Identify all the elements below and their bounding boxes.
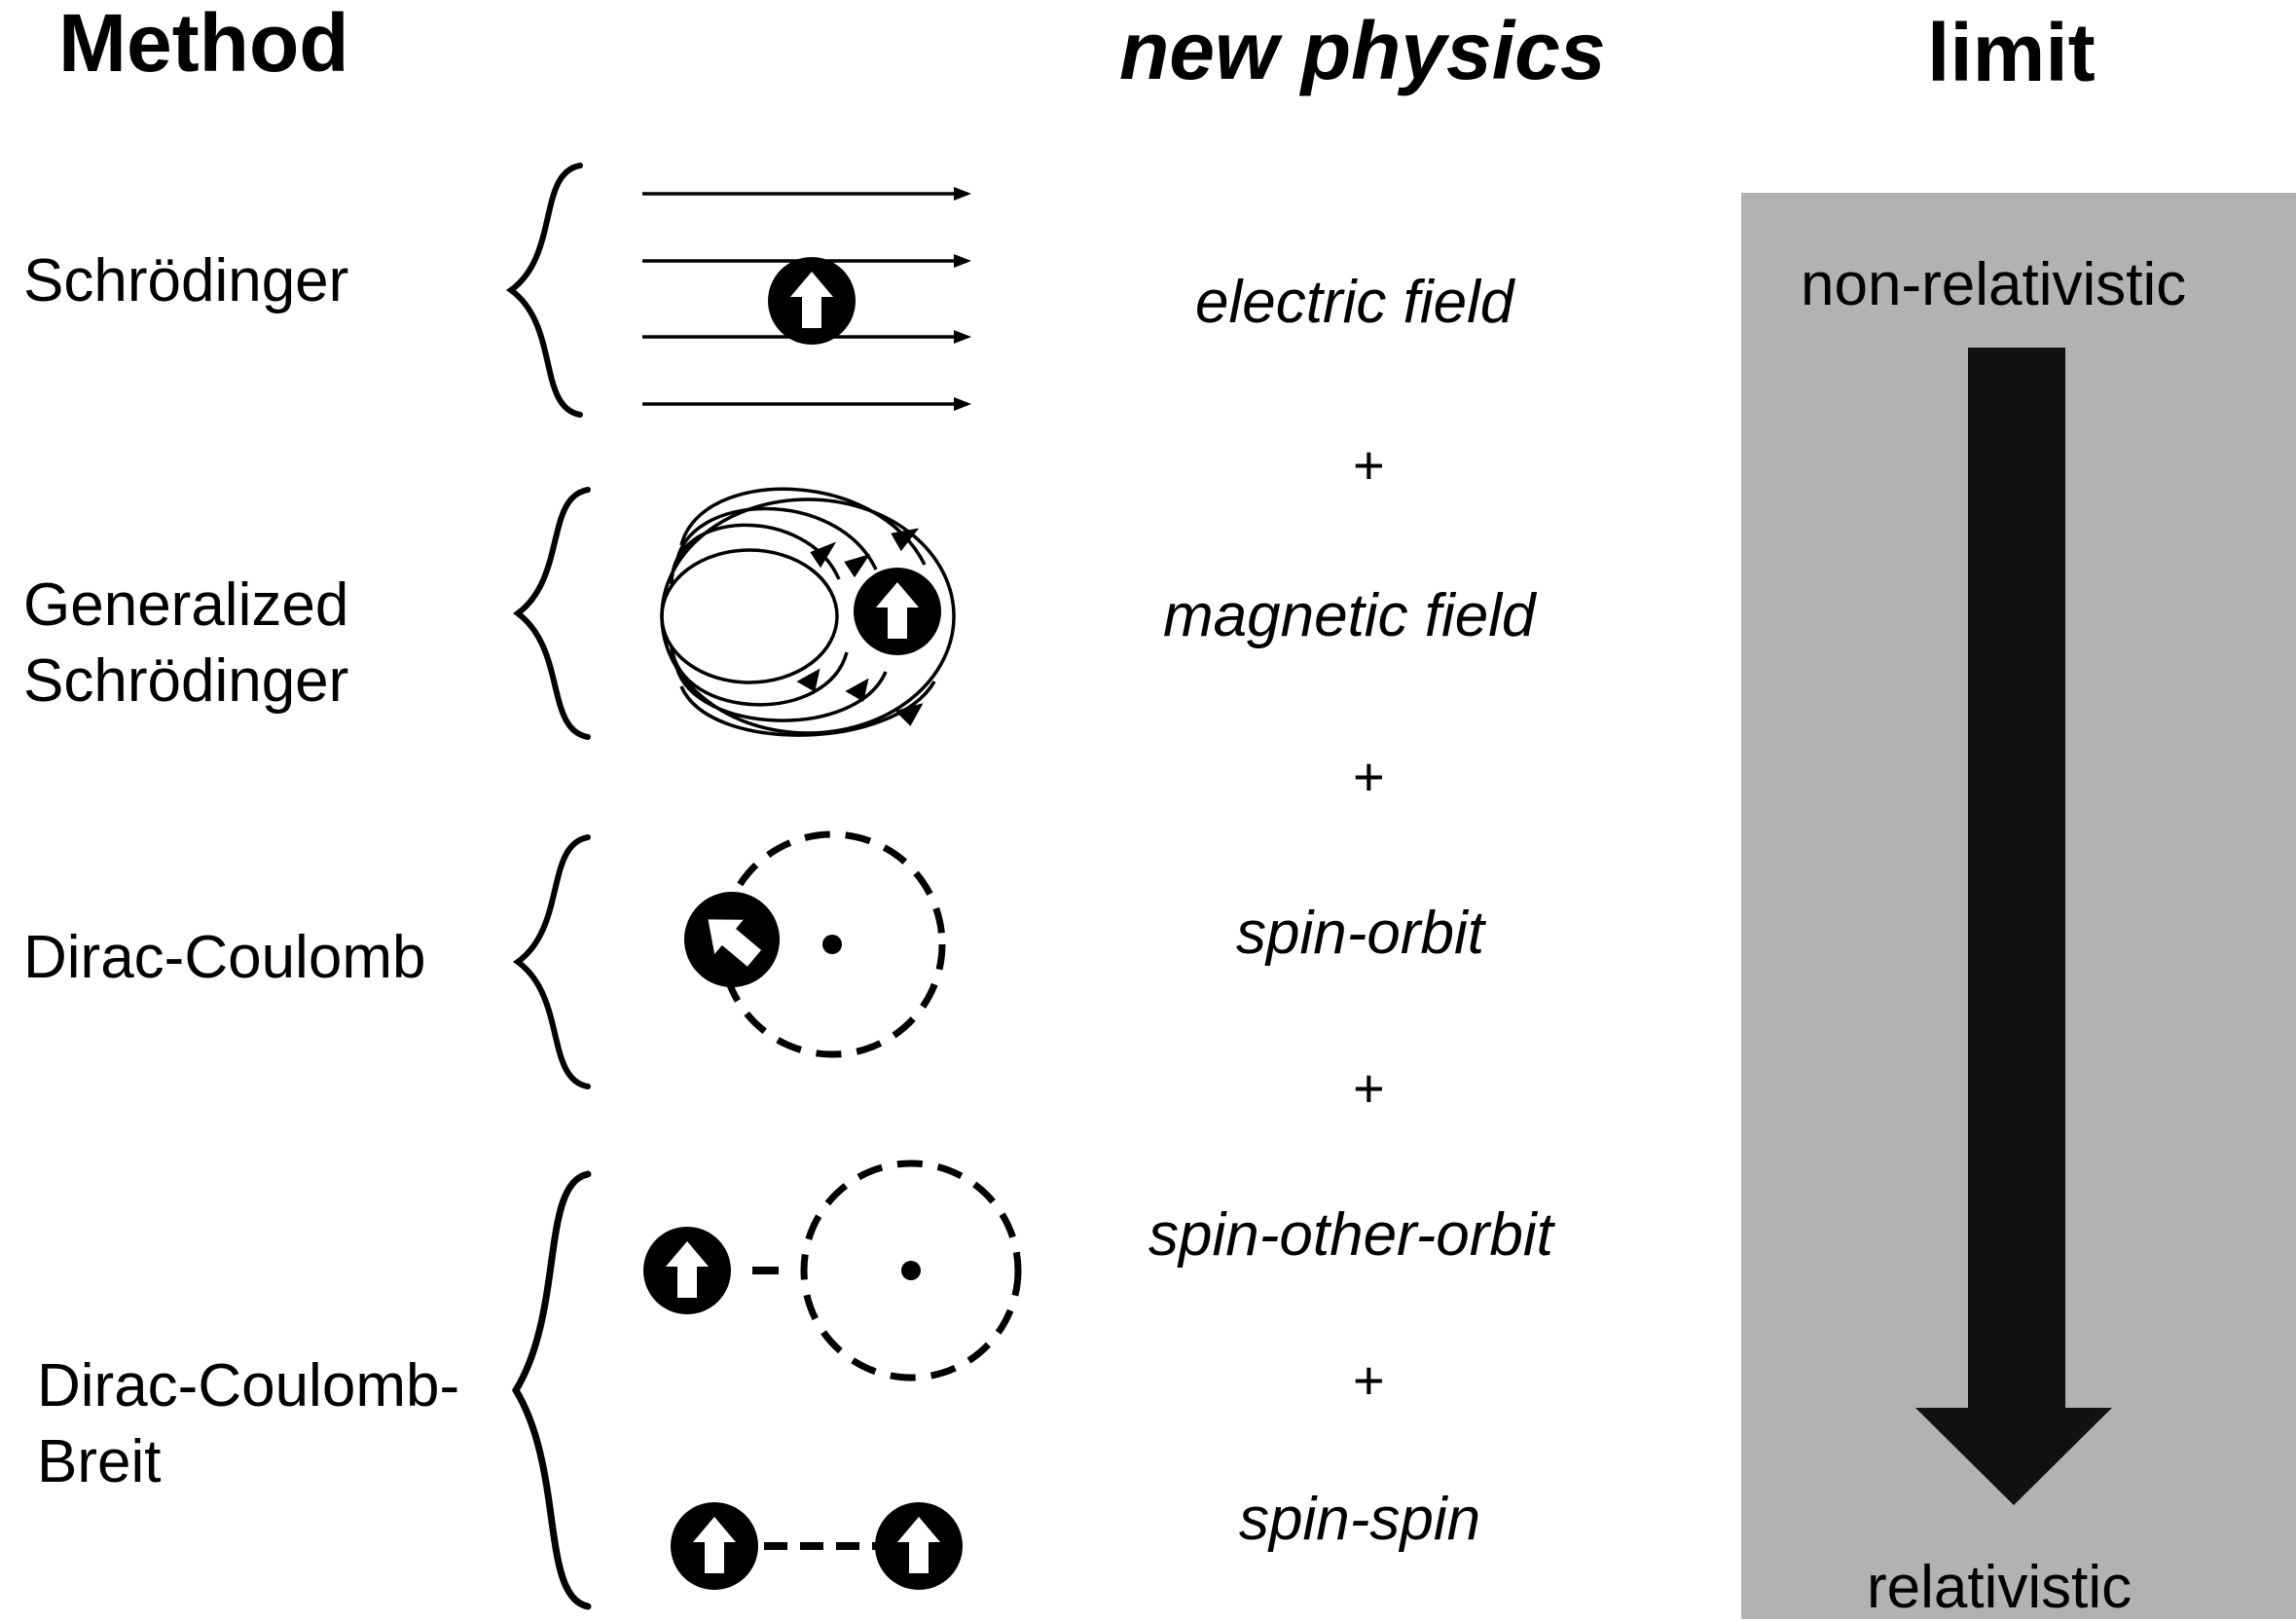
method-schrodinger: Schrödinger bbox=[23, 247, 349, 314]
spin-up-icon bbox=[671, 1502, 758, 1590]
new-physics-header: new physics bbox=[1119, 5, 1606, 96]
spin-tilted-icon bbox=[684, 892, 780, 987]
non-relativistic-label: non-relativistic bbox=[1801, 251, 2187, 318]
spin-up-icon bbox=[875, 1502, 963, 1590]
method-header: Method bbox=[58, 0, 349, 89]
brace-generalized-schrodinger bbox=[512, 487, 591, 740]
spin-up-icon bbox=[854, 568, 941, 655]
spin-up-icon bbox=[643, 1227, 731, 1314]
plus-sign: + bbox=[1353, 1057, 1385, 1119]
relativistic-label: relativistic bbox=[1867, 1554, 2132, 1621]
physics-magnetic-field: magnetic field bbox=[1163, 582, 1536, 649]
magnetic-field-icon bbox=[660, 487, 956, 737]
nucleus-dot bbox=[901, 1261, 921, 1280]
physics-electric-field: electric field bbox=[1195, 269, 1514, 336]
nucleus-dot bbox=[822, 935, 842, 954]
method-dirac-coulomb: Dirac-Coulomb bbox=[23, 924, 426, 991]
method-generalized-schrodinger: Generalized Schrödinger bbox=[23, 571, 349, 715]
physics-spin-spin: spin-spin bbox=[1239, 1486, 1481, 1553]
brace-schrodinger bbox=[505, 163, 583, 418]
brace-dirac-coulomb bbox=[512, 834, 591, 1089]
method-dirac-coulomb-breit: Dirac-Coulomb- Breit bbox=[37, 1352, 460, 1495]
spin-other-orbit-icon bbox=[800, 1160, 1022, 1382]
physics-spin-orbit: spin-orbit bbox=[1236, 900, 1484, 967]
limit-arrow bbox=[1915, 348, 2112, 1505]
physics-spin-other-orbit: spin-other-orbit bbox=[1148, 1201, 1553, 1269]
brace-dirac-coulomb-breit bbox=[511, 1170, 592, 1610]
plus-sign: + bbox=[1353, 1349, 1385, 1411]
plus-sign: + bbox=[1353, 434, 1385, 496]
plus-sign: + bbox=[1353, 746, 1385, 807]
limit-header: limit bbox=[1927, 7, 2096, 98]
spin-up-icon bbox=[768, 257, 856, 345]
